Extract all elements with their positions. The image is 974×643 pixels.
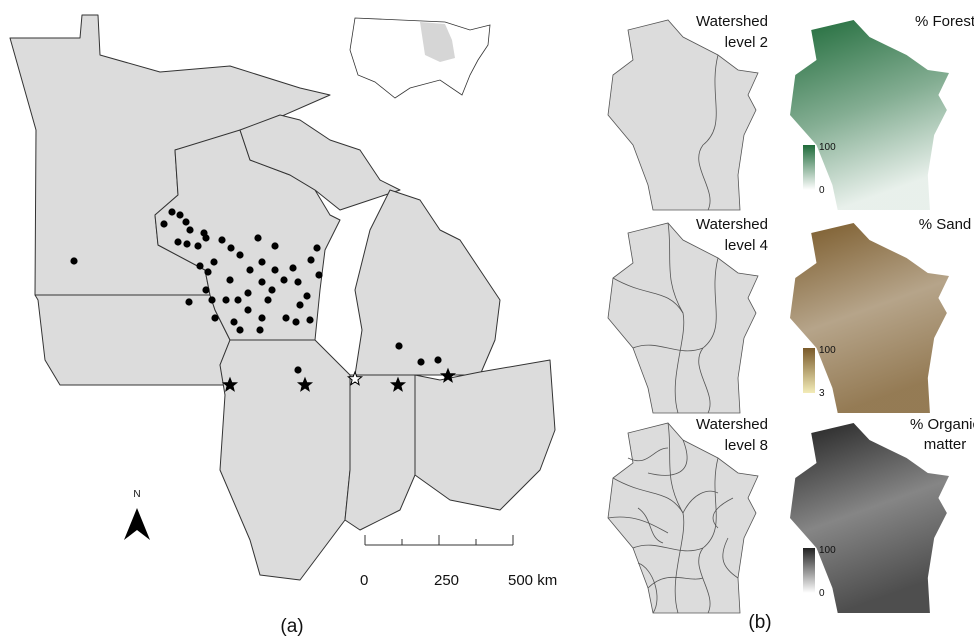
site-dot <box>307 256 314 263</box>
site-dot <box>289 264 296 271</box>
site-dot <box>313 244 320 251</box>
label-line: level 4 <box>725 237 768 254</box>
label-line: Watershed <box>696 416 768 433</box>
site-dot <box>395 342 402 349</box>
site-dot <box>186 226 193 233</box>
legend-min: 0 <box>819 185 825 196</box>
site-dot <box>194 242 201 249</box>
site-dot <box>296 301 303 308</box>
site-dot <box>176 211 183 218</box>
site-dot <box>183 240 190 247</box>
site-dot <box>202 286 209 293</box>
scale-label: 250 <box>434 572 459 589</box>
site-dot <box>174 238 181 245</box>
legend-max: 100 <box>819 345 836 356</box>
label-line: matter <box>924 436 967 453</box>
layer-title: % Organic matter <box>910 416 974 453</box>
site-dot <box>268 286 275 293</box>
figure: N 0250500 km (a) (b) Watershedlevel 2Wat… <box>0 0 974 643</box>
site-dot <box>236 251 243 258</box>
site-dot <box>271 266 278 273</box>
legend-max: 100 <box>819 142 836 153</box>
site-dot <box>258 258 265 265</box>
site-dot <box>244 306 251 313</box>
site-dot <box>230 318 237 325</box>
site-dot <box>168 208 175 215</box>
site-dot <box>254 234 261 241</box>
site-dot <box>227 244 234 251</box>
site-dot <box>264 296 271 303</box>
site-dot <box>294 366 301 373</box>
scale-label: 500 km <box>508 572 557 589</box>
us-inset <box>350 18 490 98</box>
site-dot <box>246 266 253 273</box>
legend-min: 3 <box>819 388 825 399</box>
layer-title: % Sand <box>919 216 972 233</box>
scale-ticks: 0 250 500 km <box>360 535 557 589</box>
colorbar <box>803 145 815 190</box>
label-line: level 2 <box>725 34 768 51</box>
site-dot <box>160 220 167 227</box>
site-dot <box>210 258 217 265</box>
site-dot <box>271 242 278 249</box>
site-dot <box>417 358 424 365</box>
michigan-lp <box>355 190 500 375</box>
watershed-label: Watershed level 4 <box>696 216 768 254</box>
site-dot <box>182 218 189 225</box>
label-line: % Forest <box>915 13 974 30</box>
site-dot <box>70 257 77 264</box>
site-dot <box>226 276 233 283</box>
north-arrow <box>124 508 150 540</box>
site-dot <box>244 289 251 296</box>
site-dot <box>234 296 241 303</box>
layer-title: % Forest <box>915 13 974 30</box>
legend-min: 0 <box>819 588 825 599</box>
site-dot <box>236 326 243 333</box>
ohio <box>415 360 555 510</box>
label-line: % Organic <box>910 416 974 433</box>
site-dot <box>218 236 225 243</box>
watershed-label: Watershed level 2 <box>696 13 768 51</box>
colorbar <box>803 548 815 593</box>
site-dot <box>292 318 299 325</box>
site-dot <box>282 314 289 321</box>
label-line: level 8 <box>725 437 768 454</box>
site-dot <box>211 314 218 321</box>
label-line: % Sand <box>919 216 972 233</box>
site-dot <box>204 268 211 275</box>
site-dot <box>222 296 229 303</box>
site-dot <box>258 314 265 321</box>
iowa <box>35 295 230 385</box>
caption-b: (b) <box>748 612 771 633</box>
north-label: N <box>133 489 140 500</box>
watershed-label: Watershed level 8 <box>696 416 768 454</box>
site-dot <box>256 326 263 333</box>
site-dot <box>258 278 265 285</box>
scale-label: 0 <box>360 572 368 589</box>
site-dot <box>306 316 313 323</box>
site-dot <box>196 262 203 269</box>
label-line: Watershed <box>696 13 768 30</box>
site-dot <box>185 298 192 305</box>
illinois <box>220 340 350 580</box>
site-dot <box>303 292 310 299</box>
site-dot <box>315 271 322 278</box>
site-dot <box>202 234 209 241</box>
site-dot <box>280 276 287 283</box>
site-dot <box>294 278 301 285</box>
site-dot <box>208 296 215 303</box>
panel-a-map: N 0 250 500 km (a) <box>10 15 557 637</box>
site-dot <box>434 356 441 363</box>
caption-a: (a) <box>280 616 303 637</box>
label-line: Watershed <box>696 216 768 233</box>
legend-max: 100 <box>819 545 836 556</box>
colorbar <box>803 348 815 393</box>
indiana <box>345 375 415 530</box>
